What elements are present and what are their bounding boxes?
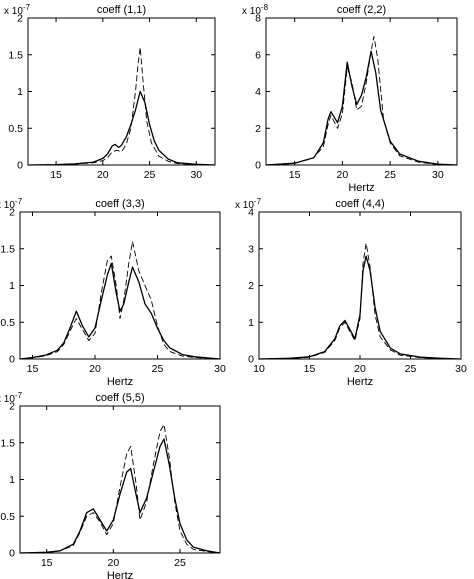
panel-title: coeff (3,3) xyxy=(95,198,144,210)
axes-box xyxy=(27,17,216,166)
y-tick-label: 1 xyxy=(9,280,15,292)
axes-box xyxy=(265,17,458,166)
panel-title: coeff (5,5) xyxy=(95,392,144,404)
y-tick-label: 1 xyxy=(17,86,23,98)
series-line-dashed xyxy=(27,46,216,166)
x-axis-label: Hertz xyxy=(347,376,373,388)
series-line-solid xyxy=(19,262,221,360)
series-line-dashed xyxy=(19,240,221,360)
y-tick-label: 2 xyxy=(9,207,15,219)
y-tick-label: 0 xyxy=(17,160,23,172)
y-exponent-label: x 10-7 xyxy=(4,3,31,17)
x-tick-label: 30 xyxy=(190,169,202,181)
chart-panel-4: 10 15 20 25 30 0 1 2 3 4x 10-7 coeff (4,4) Hertz xyxy=(235,197,467,388)
y-tick-label: 0 xyxy=(9,548,15,560)
y-tick-label: 3 xyxy=(248,243,254,255)
panel-title: coeff (2,2) xyxy=(337,4,386,16)
x-tick-label: 25 xyxy=(152,363,164,375)
chart-panel-1: 15 20 25 30 0 0.5 1 1.5 2x 10-7 coeff (1,1) xyxy=(4,3,216,181)
x-tick-label: 15 xyxy=(50,169,62,181)
x-tick-label: 15 xyxy=(289,169,301,181)
y-tick-label: 0.5 xyxy=(0,511,15,523)
y-tick-label: 1.5 xyxy=(8,49,23,61)
panel-title: coeff (1,1) xyxy=(97,4,146,16)
x-tick-label: 30 xyxy=(455,363,467,375)
y-tick-label: 8 xyxy=(255,13,261,25)
series-line-solid xyxy=(258,255,462,360)
y-tick-label: 1 xyxy=(9,474,15,486)
y-tick-label: 4 xyxy=(255,86,261,98)
y-tick-label: 2 xyxy=(248,280,254,292)
x-tick-label: 20 xyxy=(89,363,101,375)
y-tick-label: 0.5 xyxy=(0,317,15,329)
x-tick-label: 25 xyxy=(144,169,156,181)
x-tick-label: 15 xyxy=(304,363,316,375)
y-tick-label: 6 xyxy=(255,49,261,61)
x-tick-label: 30 xyxy=(432,169,444,181)
series-line-solid xyxy=(27,90,216,166)
chart-panel-2: 15 20 25 30 0 2 4 6 8x 10-8 coeff (2,2) Hertz xyxy=(242,3,458,194)
series-line-solid xyxy=(19,438,221,554)
x-tick-label: 25 xyxy=(384,169,396,181)
x-tick-label: 20 xyxy=(337,169,349,181)
x-tick-label: 15 xyxy=(27,363,39,375)
y-tick-label: 2 xyxy=(9,401,15,413)
y-tick-label: 0 xyxy=(248,354,254,366)
x-tick-label: 20 xyxy=(354,363,366,375)
y-tick-label: 0 xyxy=(255,160,261,172)
x-tick-label: 25 xyxy=(405,363,417,375)
x-tick-label: 20 xyxy=(107,557,119,569)
x-tick-label: 25 xyxy=(174,557,186,569)
y-exponent-label: x 10-7 xyxy=(235,197,262,211)
x-axis-label: Hertz xyxy=(107,570,133,579)
chart-panel-5: 15 20 25 0 0.5 1 1.5 2x 10-7 coeff (5,5) Hertz xyxy=(0,391,221,579)
y-tick-label: 1 xyxy=(248,317,254,329)
axes-box xyxy=(258,211,462,360)
series-line-dashed xyxy=(265,35,458,166)
x-tick-label: 20 xyxy=(97,169,109,181)
y-tick-label: 4 xyxy=(248,207,254,219)
axes-box xyxy=(19,405,221,554)
y-exponent-label: x 10-8 xyxy=(242,3,269,17)
series-line-dashed xyxy=(19,423,221,554)
y-tick-label: 2 xyxy=(17,13,23,25)
x-tick-label: 30 xyxy=(214,363,226,375)
y-exponent-label: x 10-7 xyxy=(0,197,23,211)
x-tick-label: 15 xyxy=(41,557,53,569)
series-line-dashed xyxy=(258,242,462,360)
y-tick-label: 1.5 xyxy=(0,243,15,255)
series-line-solid xyxy=(265,50,458,166)
x-axis-label: Hertz xyxy=(348,182,374,194)
axes-box xyxy=(19,211,221,360)
y-tick-label: 1.5 xyxy=(0,437,15,449)
x-tick-label: 10 xyxy=(253,363,265,375)
x-axis-label: Hertz xyxy=(107,376,133,388)
y-tick-label: 0 xyxy=(9,354,15,366)
y-tick-label: 2 xyxy=(255,123,261,135)
panel-title: coeff (4,4) xyxy=(335,198,384,210)
chart-panel-3: 15 20 25 30 0 0.5 1 1.5 2x 10-7 coeff (3,3) Hertz xyxy=(0,197,226,388)
y-tick-label: 0.5 xyxy=(8,123,23,135)
y-exponent-label: x 10-7 xyxy=(0,391,23,405)
